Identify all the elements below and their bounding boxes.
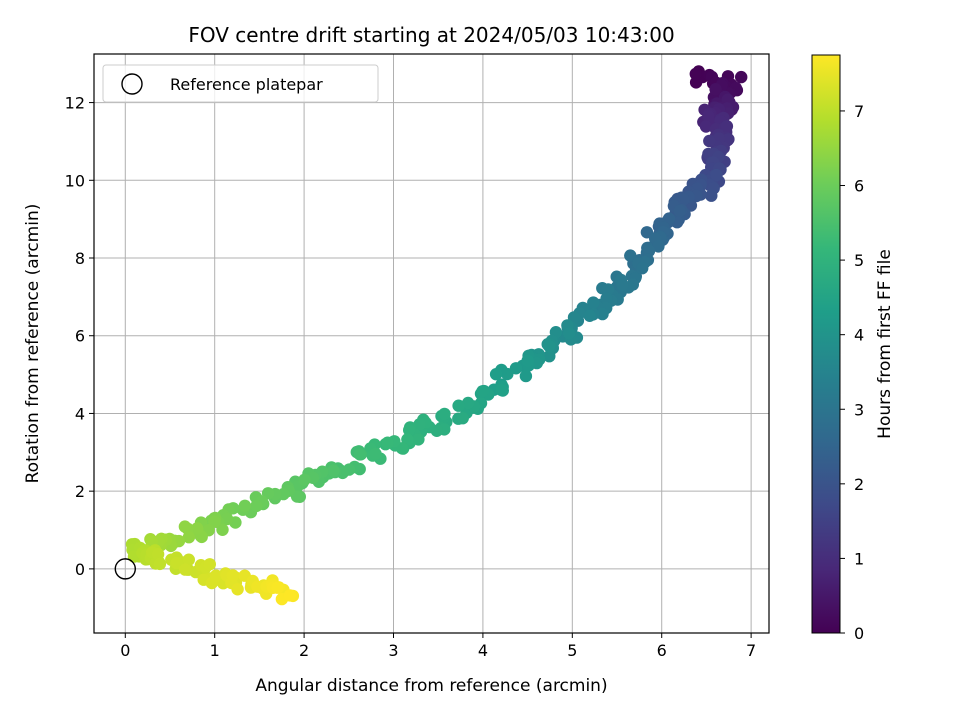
y-tick-label: 4 bbox=[75, 404, 85, 423]
scatter-point bbox=[709, 83, 722, 96]
y-axis-label: Rotation from reference (arcmin) bbox=[23, 204, 43, 484]
grid-lines bbox=[94, 54, 769, 633]
scatter-point bbox=[602, 283, 615, 296]
x-ticks: 0 1 2 3 4 5 6 7 bbox=[120, 633, 756, 660]
scatter-point bbox=[616, 278, 629, 291]
scatter-point bbox=[251, 580, 264, 593]
scatter-point bbox=[182, 531, 196, 544]
scatter-point bbox=[178, 520, 192, 533]
legend-box bbox=[102, 64, 379, 103]
x-tick-label: 2 bbox=[299, 641, 309, 660]
scatter-point bbox=[710, 168, 723, 182]
scatter-point bbox=[735, 70, 748, 84]
legend: Reference platepar bbox=[102, 64, 379, 103]
x-tick-label: 3 bbox=[388, 641, 398, 660]
y-tick-label: 12 bbox=[65, 94, 85, 113]
scatter-point bbox=[438, 407, 451, 421]
scatter-point bbox=[191, 522, 204, 535]
scatter-point bbox=[509, 362, 523, 375]
y-tick-label: 2 bbox=[75, 482, 85, 501]
x-tick-label: 7 bbox=[746, 641, 756, 660]
x-tick-label: 4 bbox=[478, 641, 488, 660]
x-tick-label: 1 bbox=[210, 641, 220, 660]
colorbar-tick-label: 1 bbox=[854, 549, 864, 568]
scatter-point bbox=[642, 244, 656, 258]
reference-marker bbox=[114, 558, 136, 580]
scatter-points bbox=[125, 65, 748, 606]
scatter-point bbox=[699, 120, 713, 133]
scatter-point bbox=[587, 296, 600, 309]
legend-marker-circle bbox=[121, 73, 143, 95]
x-tick-label: 0 bbox=[120, 641, 130, 660]
colorbar-tick-label: 2 bbox=[854, 475, 864, 494]
scatter-point bbox=[624, 249, 637, 262]
x-tick-label: 5 bbox=[567, 641, 577, 660]
scatter-point bbox=[521, 354, 534, 367]
scatter-point bbox=[689, 67, 702, 81]
colorbar-tick-label: 4 bbox=[854, 326, 864, 345]
scatter-point bbox=[231, 583, 244, 596]
scatter-point bbox=[403, 423, 416, 437]
scatter-point bbox=[271, 581, 284, 594]
scatter-point bbox=[705, 189, 718, 202]
scatter-point bbox=[226, 569, 240, 582]
scatter-point bbox=[203, 558, 216, 571]
scatter-point bbox=[353, 448, 367, 461]
scatter-point bbox=[703, 134, 716, 148]
scatter-point bbox=[583, 309, 596, 322]
scatter-point bbox=[238, 499, 252, 512]
scatter-point bbox=[673, 204, 686, 218]
y-tick-label: 8 bbox=[75, 249, 85, 268]
scatter-point bbox=[250, 499, 263, 513]
scatter-point bbox=[600, 292, 613, 305]
scatter-point bbox=[153, 557, 167, 571]
y-tick-label: 6 bbox=[75, 327, 85, 346]
scatter-point bbox=[283, 589, 297, 602]
scatter-point bbox=[456, 412, 469, 425]
y-ticks: 0 2 4 6 8 10 12 bbox=[65, 94, 94, 579]
colorbar: 0 1 2 3 4 5 6 7 Hours from first FF file bbox=[811, 54, 895, 643]
scatter-point bbox=[452, 399, 465, 412]
scatter-point bbox=[216, 523, 229, 536]
scatter-point bbox=[543, 339, 556, 353]
scatter-point bbox=[489, 368, 503, 381]
scatter-point bbox=[327, 464, 340, 477]
reference-platepar-marker bbox=[114, 558, 136, 580]
scatter-point bbox=[369, 447, 382, 460]
scatter-point bbox=[476, 385, 489, 398]
colorbar-tick-label: 5 bbox=[854, 251, 864, 270]
scatter-point bbox=[543, 350, 556, 363]
scatter-point bbox=[495, 383, 508, 397]
scatter-point bbox=[170, 556, 183, 570]
legend-entry-reference-platepar: Reference platepar bbox=[170, 75, 323, 94]
scatter-point bbox=[662, 212, 676, 225]
colorbar-tick-label: 6 bbox=[854, 177, 864, 196]
scatter-point bbox=[151, 548, 165, 561]
colorbar-tick-label: 7 bbox=[854, 102, 864, 121]
scatter-point bbox=[596, 307, 609, 321]
colorbar-ticks: 0 1 2 3 4 5 6 7 bbox=[840, 102, 864, 643]
scatter-point bbox=[182, 553, 195, 566]
plot-area-frame bbox=[93, 53, 770, 634]
x-axis-label: Angular distance from reference (arcmin) bbox=[255, 676, 607, 696]
scatter-point bbox=[720, 120, 734, 133]
scatter-point bbox=[652, 240, 665, 253]
x-tick-label: 6 bbox=[657, 641, 667, 660]
y-tick-label: 10 bbox=[65, 171, 85, 190]
scatter-point bbox=[381, 436, 394, 449]
scatter-point bbox=[298, 473, 311, 486]
colorbar-gradient bbox=[811, 54, 841, 634]
colorbar-label: Hours from first FF file bbox=[875, 249, 895, 439]
scatter-point bbox=[209, 569, 223, 582]
scatter-point bbox=[461, 396, 475, 410]
scatter-point bbox=[562, 327, 576, 340]
scatter-point bbox=[179, 563, 192, 576]
colorbar-tick-label: 3 bbox=[854, 400, 864, 419]
scatter-point bbox=[413, 418, 426, 431]
scatter-point bbox=[519, 369, 533, 383]
colorbar-tick-label: 0 bbox=[854, 624, 864, 643]
chart-title: FOV centre drift starting at 2024/05/03 … bbox=[188, 23, 674, 47]
y-tick-label: 0 bbox=[75, 560, 85, 579]
